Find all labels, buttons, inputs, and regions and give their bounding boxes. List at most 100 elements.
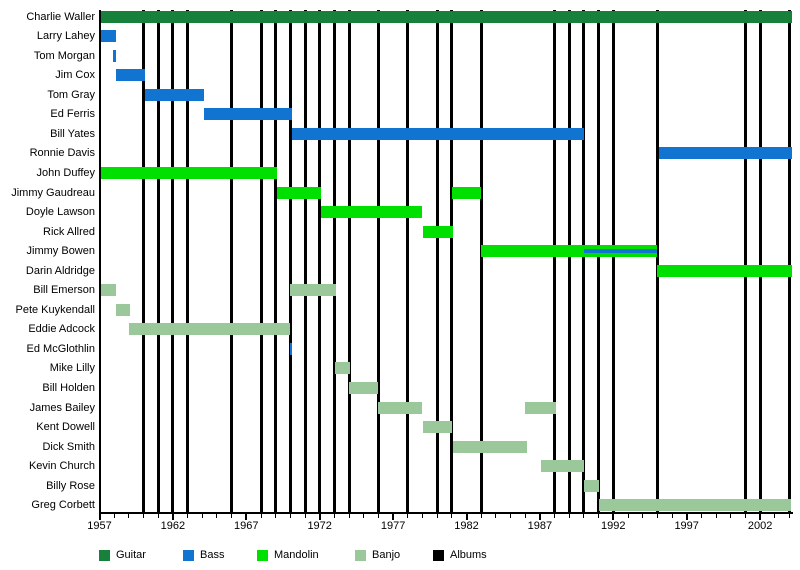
- x-axis-minor-tick: [583, 513, 585, 518]
- timeline-bar-banjo: [378, 401, 423, 414]
- legend-item-banjo: Banjo: [355, 549, 475, 562]
- album-release-line: [303, 10, 307, 514]
- x-axis-minor-tick: [231, 513, 233, 518]
- x-axis-minor-tick: [524, 513, 526, 518]
- member-name-label: Ed Ferris: [50, 108, 95, 121]
- x-axis-minor-tick: [333, 513, 335, 518]
- x-axis-minor-tick: [436, 513, 438, 518]
- x-axis-minor-tick: [671, 513, 673, 518]
- x-axis-minor-tick: [289, 513, 291, 518]
- member-name-label: John Duffey: [36, 166, 95, 179]
- album-release-line: [788, 10, 791, 514]
- x-axis-minor-tick: [730, 513, 732, 518]
- member-name-label: Darin Aldridge: [25, 264, 95, 277]
- member-name-label: Doyle Lawson: [25, 206, 95, 218]
- x-axis-minor-tick: [128, 513, 130, 518]
- album-release-line: [156, 10, 160, 514]
- x-axis-tick-label: 2002: [747, 520, 773, 532]
- x-axis-minor-tick: [789, 513, 790, 518]
- member-name-label: Kevin Church: [28, 460, 95, 473]
- album-release-line: [758, 10, 762, 514]
- legend-label: Bass: [200, 549, 225, 561]
- x-axis-minor-tick: [157, 513, 159, 518]
- x-axis-minor-tick: [422, 513, 423, 518]
- x-axis-minor-tick: [407, 513, 409, 518]
- x-axis-major-tick: [538, 513, 541, 520]
- x-axis-minor-tick: [642, 513, 644, 518]
- album-release-line: [406, 10, 410, 514]
- timeline-bar-banjo: [101, 284, 116, 297]
- x-axis-major-tick: [318, 513, 321, 520]
- album-release-line: [743, 10, 747, 514]
- album-release-line: [259, 10, 263, 514]
- x-axis-minor-tick: [568, 513, 570, 518]
- timeline-bar-mandolin: [657, 264, 792, 277]
- album-release-line: [288, 10, 292, 514]
- x-axis-minor-tick: [627, 513, 629, 518]
- x-axis-tick-label: 1987: [527, 520, 553, 532]
- member-name-label: Jimmy Bowen: [26, 245, 95, 258]
- x-axis-tick-label: 1977: [380, 520, 406, 532]
- timeline-bar-banjo: [422, 421, 452, 434]
- member-name-label: Kent Dowell: [36, 421, 95, 434]
- member-name-label: James Bailey: [29, 401, 95, 414]
- x-axis-minor-tick: [348, 513, 350, 518]
- timeline-bar-bass: [291, 127, 584, 140]
- x-axis-tick-label: 1982: [454, 520, 479, 532]
- timeline-bar-banjo: [128, 323, 291, 336]
- timeline-bar-banjo: [290, 284, 336, 297]
- legend-label: Banjo: [372, 549, 401, 561]
- x-axis-minor-tick: [363, 513, 365, 518]
- x-axis-minor-tick: [304, 513, 306, 518]
- member-name-label: Jim Cox: [55, 69, 95, 82]
- x-axis-major-tick: [612, 513, 615, 520]
- x-axis-minor-tick: [774, 513, 776, 518]
- x-axis-minor-tick: [451, 513, 453, 518]
- album-release-line: [318, 10, 322, 514]
- timeline-bar-banjo: [349, 381, 379, 394]
- x-axis-tick-label: 1992: [601, 520, 626, 532]
- x-axis-major-tick: [759, 513, 762, 520]
- member-name-label: Tom Gray: [47, 88, 95, 101]
- album-release-line: [347, 10, 351, 514]
- album-release-line: [597, 10, 601, 514]
- album-release-line: [274, 10, 278, 514]
- timeline-bar-banjo: [583, 479, 599, 492]
- album-release-line: [142, 10, 145, 514]
- x-axis-line: [98, 511, 793, 514]
- x-axis-tick-label: 1967: [234, 520, 259, 532]
- member-name-label: Pete Kuykendall: [15, 303, 96, 316]
- x-axis-minor-tick: [510, 513, 511, 518]
- member-name-label: Bill Holden: [42, 381, 95, 394]
- member-name-label: Charlie Waller: [26, 10, 95, 23]
- x-axis-minor-tick: [216, 513, 218, 518]
- legend-item-albums: Albums: [433, 549, 553, 562]
- x-axis-minor-tick: [554, 513, 556, 518]
- x-axis-major-tick: [98, 513, 101, 520]
- member-name-label: Bill Emerson: [33, 284, 95, 297]
- album-release-line: [171, 10, 175, 514]
- timeline-bar-mandolin: [422, 225, 454, 238]
- legend-swatch-bass: [183, 550, 194, 561]
- legend-label: Albums: [450, 549, 487, 561]
- x-axis-tick-label: 1962: [160, 520, 186, 532]
- timeline-bar-bass: [658, 147, 792, 160]
- timeline-bar-guitar: [101, 10, 792, 23]
- timeline-bar-bass: [203, 108, 292, 121]
- member-name-label: Eddie Adcock: [28, 323, 95, 336]
- x-axis-minor-tick: [744, 513, 746, 518]
- x-axis-minor-tick: [495, 513, 497, 518]
- album-release-line: [376, 10, 380, 514]
- album-release-line: [332, 10, 336, 514]
- x-axis-tick-label: 1957: [87, 520, 112, 532]
- album-release-line: [611, 10, 615, 514]
- timeline-bar-banjo: [541, 460, 584, 473]
- member-name-label: Rick Allred: [43, 225, 95, 238]
- timeline-bar-bass: [145, 88, 204, 101]
- album-release-line: [230, 10, 234, 514]
- legend-swatch-guitar: [99, 550, 110, 561]
- x-axis-minor-tick: [656, 513, 658, 518]
- timeline-bar-bass-overlay: [583, 249, 658, 254]
- timeline-bar-bass: [289, 342, 293, 355]
